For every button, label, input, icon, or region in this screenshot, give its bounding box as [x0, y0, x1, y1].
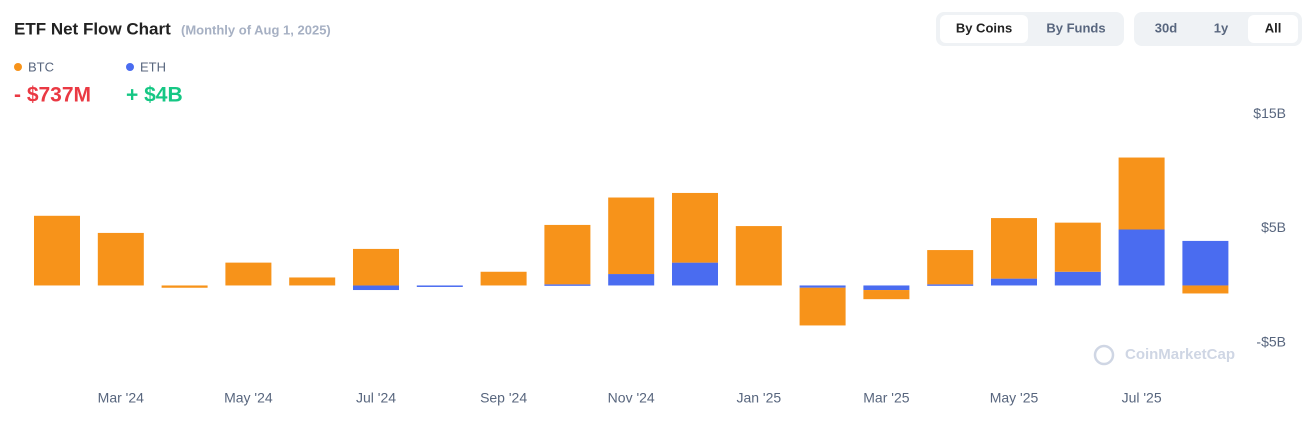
bar-segment: [927, 250, 974, 285]
bar-segment: [1054, 222, 1101, 272]
legend-label: BTC: [28, 59, 54, 74]
bar-segment: [544, 284, 591, 286]
y-tick-label: $15B: [1253, 105, 1286, 121]
legend-swatch: [14, 63, 22, 71]
range-button[interactable]: All: [1265, 20, 1282, 35]
bar-segment: [416, 285, 463, 287]
x-tick-label: May '24: [224, 390, 273, 406]
bar-segment: [480, 271, 527, 286]
chart-subtitle: (Monthly of Aug 1, 2025): [181, 22, 331, 37]
bar-segment: [863, 285, 910, 291]
bar-segment: [608, 197, 655, 275]
bar-segment: [927, 284, 974, 286]
range-selected[interactable]: [1248, 15, 1298, 43]
bar-segment: [672, 192, 718, 263]
legend-total: + $4B: [126, 84, 183, 107]
x-tick-label: Jul '24: [356, 390, 396, 406]
bar-segment: [289, 277, 336, 286]
x-tick-label: Sep '24: [480, 390, 527, 406]
bar-segment: [991, 218, 1037, 279]
bar-segment: [225, 262, 272, 286]
range-button[interactable]: 30d: [1155, 20, 1177, 35]
bar-segment: [991, 278, 1037, 286]
bar-segment: [1054, 271, 1101, 286]
bar-segment: [161, 285, 208, 288]
watermark-logo: [1093, 344, 1115, 366]
bar-segment: [1182, 240, 1229, 286]
y-tick-label: $5B: [1261, 219, 1286, 235]
bar-segment: [97, 232, 144, 286]
bar-segment: [353, 248, 399, 286]
x-tick-label: May '25: [990, 390, 1039, 406]
range-button[interactable]: 1y: [1214, 20, 1229, 35]
bar-segment: [799, 285, 846, 288]
bar-segment: [34, 215, 80, 286]
toggle-button[interactable]: By Funds: [1046, 20, 1105, 35]
bar-segment: [799, 287, 846, 326]
toggle-button[interactable]: By Coins: [956, 20, 1012, 35]
x-tick-label: Jan '25: [736, 390, 781, 406]
bar-segment: [544, 224, 591, 285]
y-tick-label: -$5B: [1256, 333, 1286, 349]
bar-segment: [1118, 157, 1165, 230]
bar-segment: [1182, 285, 1229, 294]
bar-segment: [863, 290, 910, 300]
x-tick-label: Mar '24: [98, 390, 144, 406]
x-tick-label: Nov '24: [608, 390, 655, 406]
bar-segment: [735, 226, 782, 286]
legend-label: ETH: [140, 59, 166, 74]
chart-title: ETF Net Flow Chart: [14, 19, 171, 38]
legend-swatch: [126, 63, 134, 71]
x-tick-label: Mar '25: [863, 390, 909, 406]
legend-total: - $737M: [14, 84, 91, 107]
x-tick-label: Jul '25: [1122, 390, 1162, 406]
watermark: CoinMarketCap: [1125, 346, 1235, 363]
bar-segment: [672, 262, 718, 286]
bar-segment: [353, 285, 399, 291]
toggle-selected[interactable]: [940, 15, 1028, 43]
bar-segment: [1118, 229, 1165, 286]
bar-segment: [608, 274, 655, 286]
